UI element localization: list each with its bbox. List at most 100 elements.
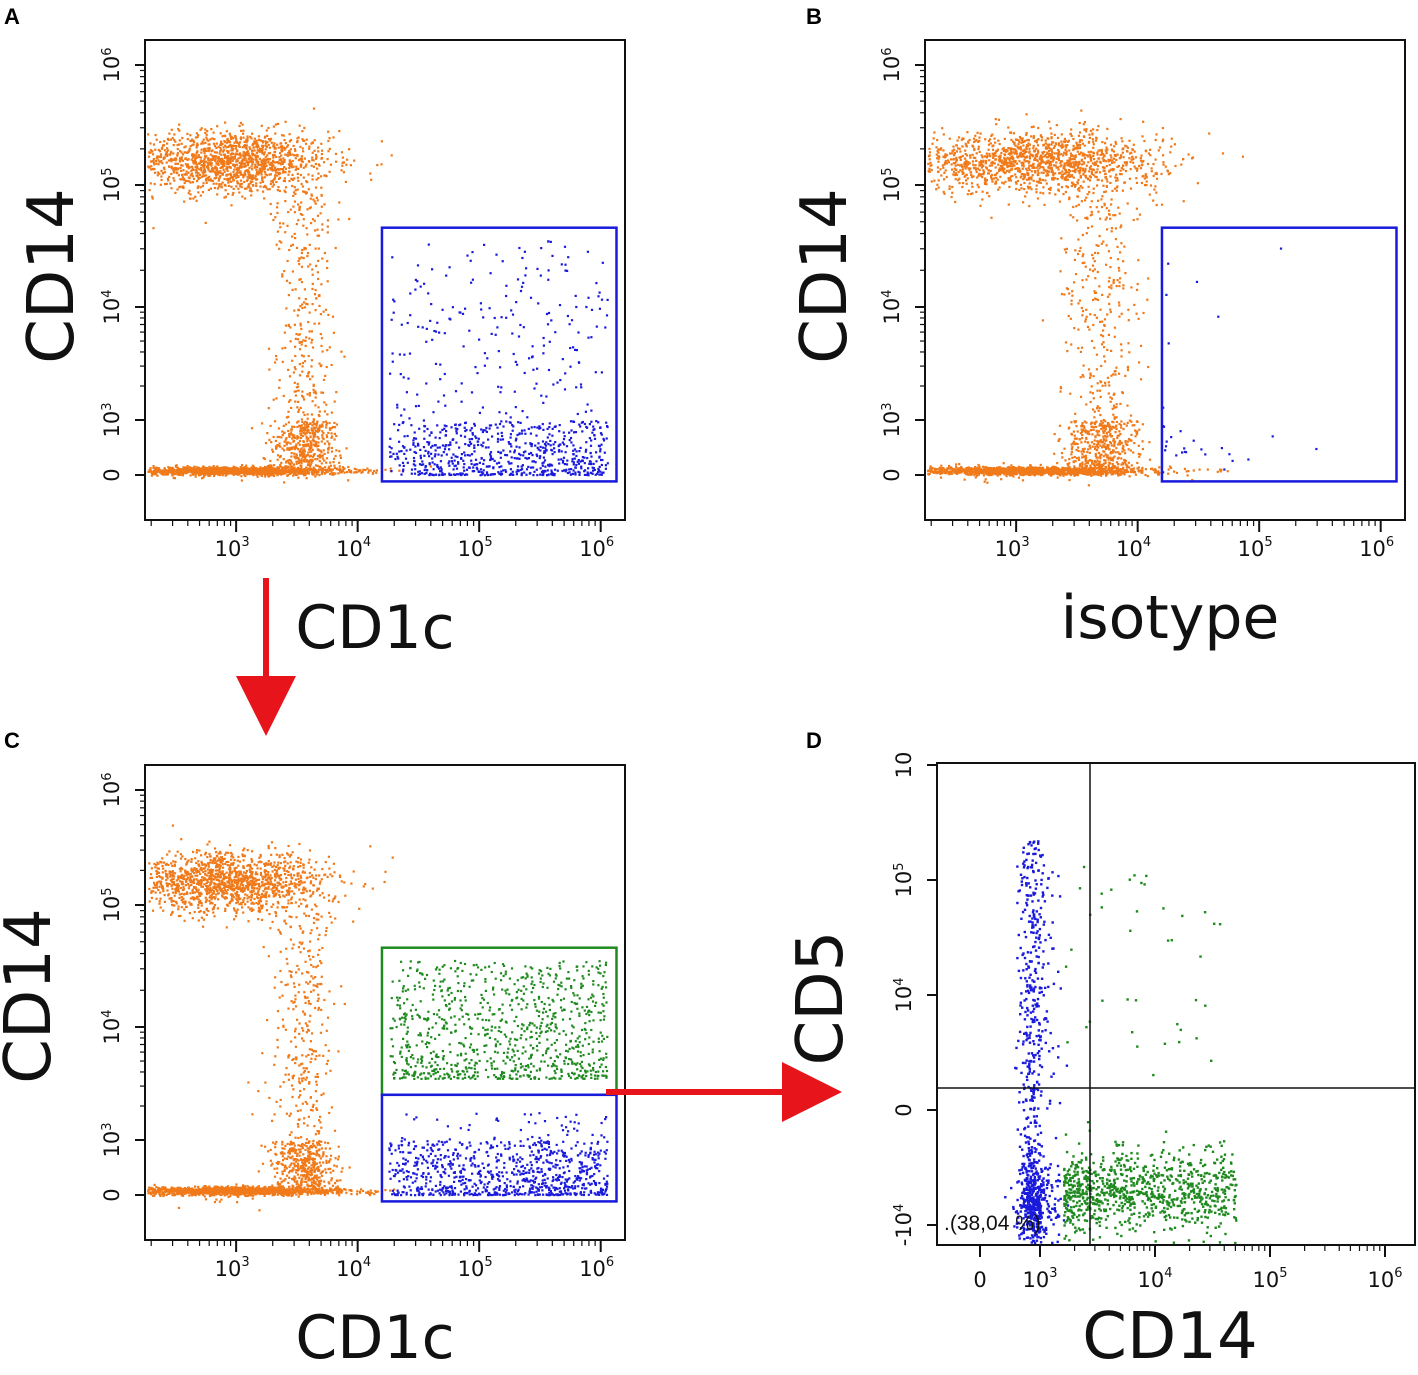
cell-dot	[482, 316, 485, 319]
cell-dot	[270, 137, 273, 140]
cell-dot	[227, 468, 230, 471]
cell-dot	[186, 165, 189, 168]
cell-dot	[432, 474, 435, 477]
cell-dot	[221, 173, 224, 176]
cell-dot	[957, 136, 961, 139]
cell-dot	[450, 456, 453, 459]
cell-dot	[510, 456, 513, 459]
cell-dot	[970, 182, 974, 185]
cell-dot	[295, 456, 299, 459]
cell-dot	[593, 437, 597, 440]
cell-dot	[561, 358, 564, 361]
cell-dot	[237, 187, 240, 190]
cell-dot	[542, 456, 545, 459]
cell-dot	[525, 468, 529, 471]
cell-dot	[316, 458, 319, 461]
cell-dot	[520, 465, 523, 468]
cell-dot	[978, 172, 981, 175]
cell-dot	[581, 430, 584, 433]
cell-dot	[236, 170, 239, 173]
cell-dot	[948, 187, 951, 191]
cell-dot	[195, 472, 198, 475]
cell-dot	[260, 173, 263, 176]
cell-dot	[196, 172, 200, 175]
cell-dot	[202, 476, 205, 479]
cell-dot	[156, 171, 159, 174]
cell-dot	[317, 177, 320, 180]
cell-dot	[457, 473, 460, 476]
cell-dot	[591, 466, 594, 469]
cell-dot	[308, 460, 311, 463]
cell-dot	[345, 447, 348, 450]
cell-dot	[202, 165, 205, 168]
cell-dot	[547, 368, 551, 372]
cell-dot	[402, 464, 405, 467]
cell-dot	[150, 471, 153, 474]
cell-dot	[225, 174, 228, 177]
cell-dot	[256, 475, 259, 478]
cell-dot	[149, 160, 153, 163]
cell-dot	[302, 166, 305, 169]
cell-dot	[414, 468, 417, 471]
cell-dot	[276, 472, 279, 475]
cell-dot	[187, 192, 190, 195]
cell-dot	[198, 473, 201, 476]
cell-dot	[222, 468, 225, 471]
cell-dot	[216, 170, 219, 173]
cell-dot	[292, 474, 295, 477]
cell-dot	[398, 464, 401, 467]
cell-dot	[455, 473, 458, 476]
cell-dot	[296, 421, 299, 424]
cell-dot	[482, 469, 485, 472]
cell-dot	[1023, 158, 1026, 161]
cell-dot	[500, 465, 503, 468]
cell-dot	[545, 441, 548, 444]
cell-dot	[318, 294, 321, 297]
cell-dot	[594, 473, 597, 476]
cell-dot	[944, 159, 947, 163]
cell-dot	[197, 178, 200, 181]
cell-dot	[538, 425, 541, 428]
cell-dot	[597, 295, 600, 298]
cell-dot	[1057, 166, 1060, 169]
cell-dot	[197, 162, 200, 165]
cell-dot	[170, 165, 173, 168]
cell-dot	[1078, 172, 1081, 175]
cell-dot	[148, 151, 151, 154]
cell-dot	[1112, 157, 1116, 160]
cell-dot	[1085, 176, 1088, 179]
cell-dot	[474, 435, 477, 438]
cell-dot	[202, 175, 206, 178]
cell-dot	[243, 165, 246, 168]
cell-dot	[204, 141, 207, 144]
x-tick-label: 106	[579, 535, 614, 561]
cell-dot	[485, 471, 489, 474]
cell-dot	[290, 244, 293, 247]
cell-dot	[323, 459, 326, 462]
cell-dot	[200, 151, 203, 154]
cell-dot	[261, 152, 264, 155]
cell-dot	[1067, 139, 1070, 142]
cell-dot	[314, 288, 317, 292]
cell-dot	[189, 134, 192, 137]
cell-dot	[509, 468, 512, 471]
cell-dot	[1036, 197, 1040, 200]
cell-dot	[242, 162, 245, 165]
cell-dot	[1069, 132, 1072, 135]
cell-dot	[1023, 148, 1026, 151]
cell-dot	[305, 455, 308, 458]
cell-dot	[300, 467, 303, 470]
cell-dot	[170, 167, 173, 170]
cell-dot	[209, 179, 212, 182]
cell-dot	[517, 470, 520, 473]
cell-dot	[473, 450, 476, 453]
cell-dot	[178, 186, 181, 189]
cell-dot	[505, 412, 508, 415]
cell-dot	[291, 159, 294, 163]
cell-dot	[207, 188, 210, 192]
cell-dot	[443, 448, 447, 451]
cell-dot	[211, 472, 214, 475]
cell-dot	[277, 427, 280, 430]
cell-dot	[175, 157, 178, 160]
cell-dot	[600, 371, 603, 374]
